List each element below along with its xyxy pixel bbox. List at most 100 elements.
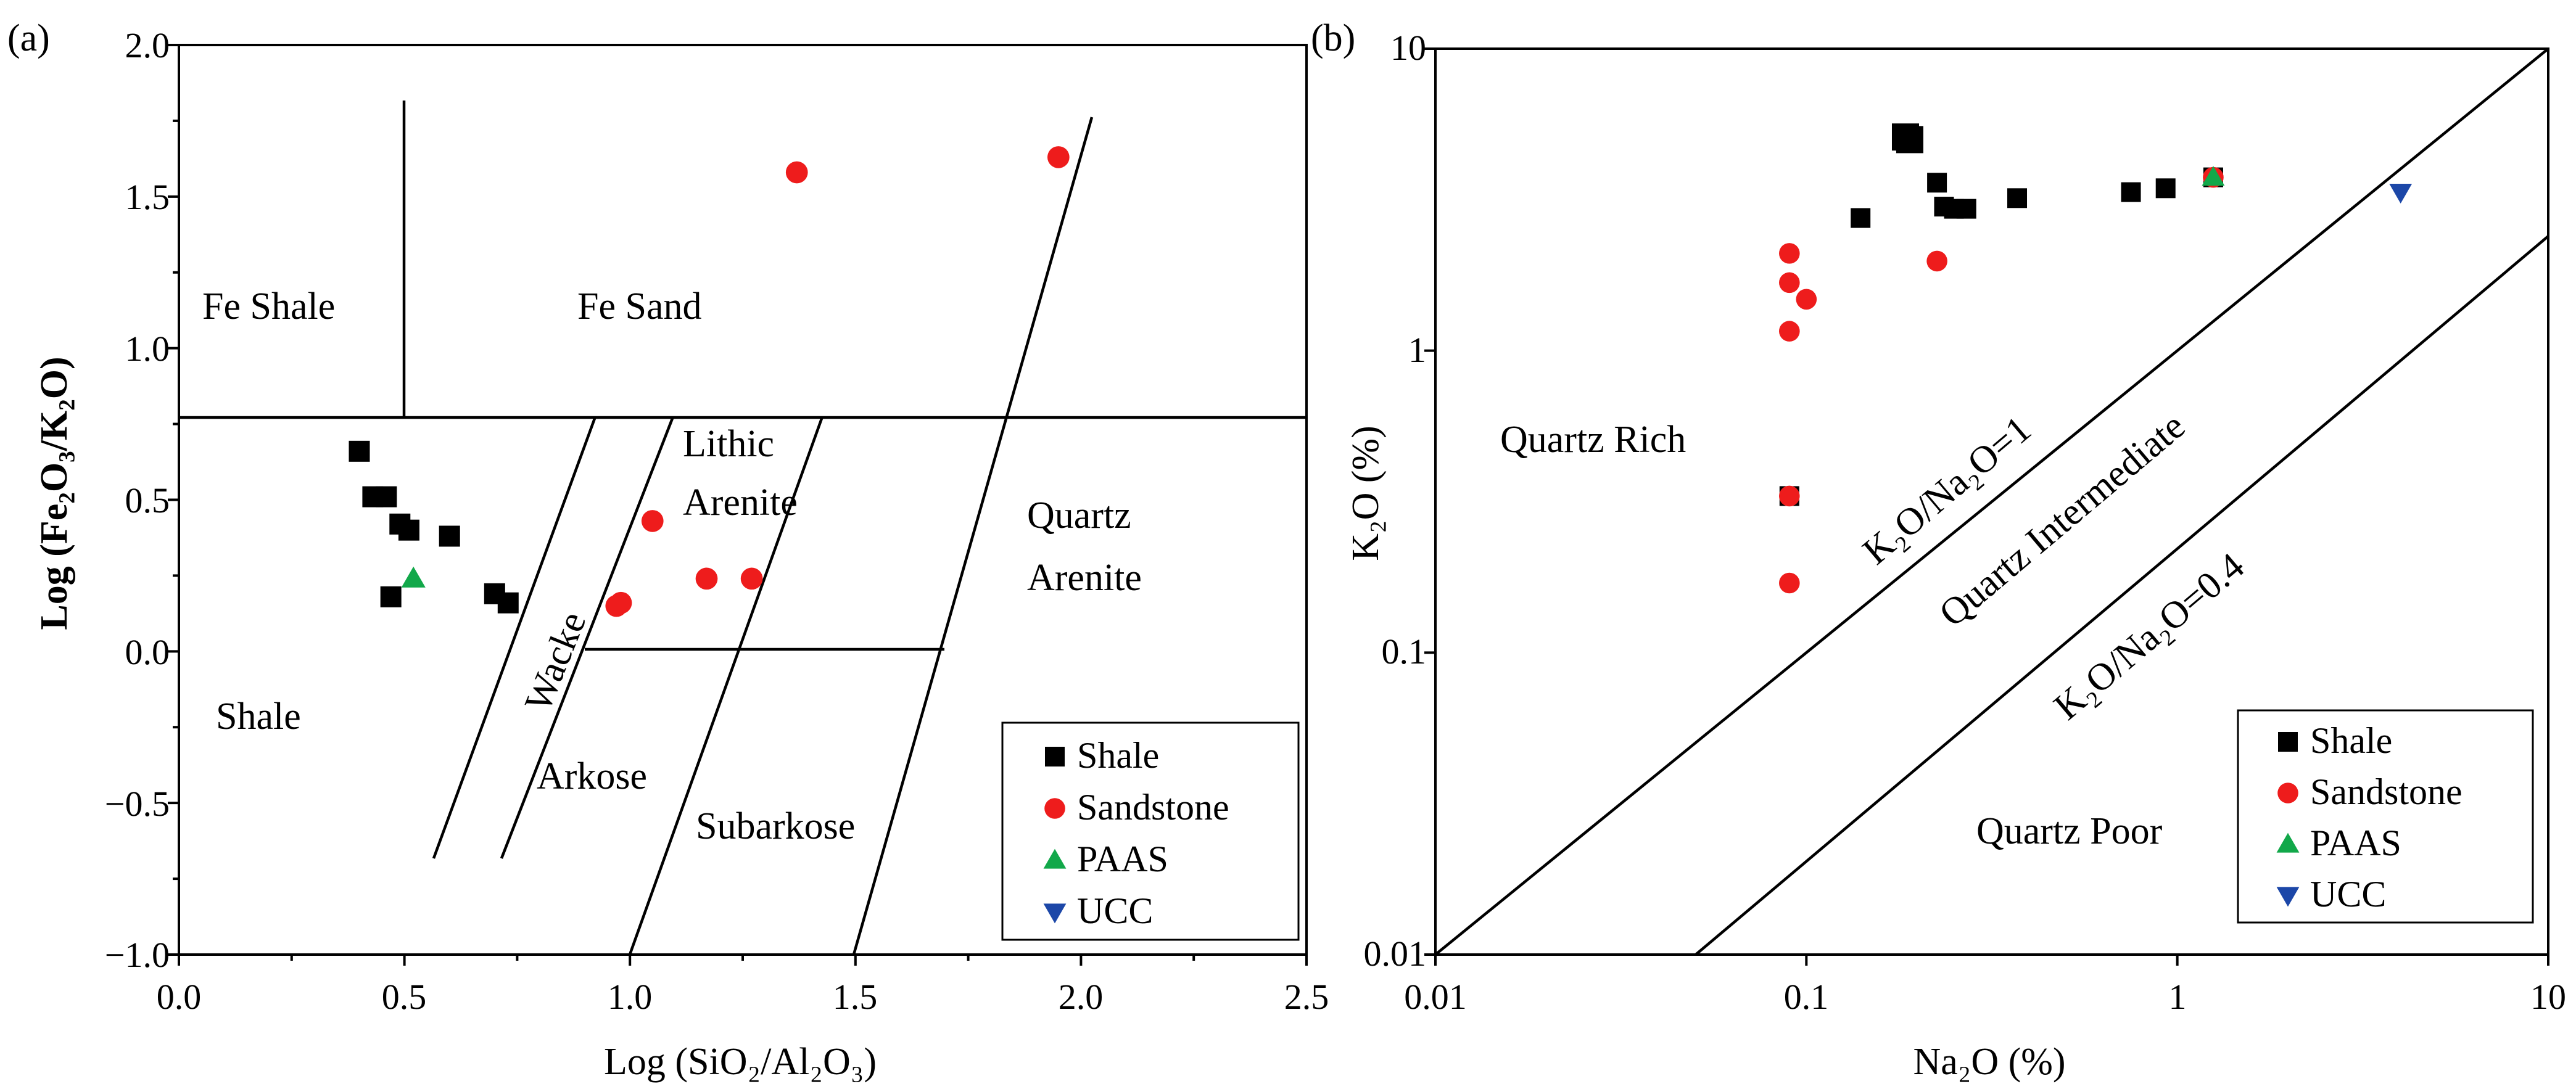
boundary-arkose-subarkose [628,416,824,955]
a-xaxis-title: Log (SiO₂/Al₂O₃) [604,1041,877,1083]
legend-a-ucc: UCC [1077,890,1153,931]
panel-a-label: (a) [7,17,50,59]
legend-b-paas-marker [2276,832,2300,853]
region-wacke: Wacke [517,606,595,717]
panel-b-ticks [1424,47,2549,966]
region-quartz-poor: Quartz Poor [1976,810,2163,852]
legend-b-shale-marker [2278,732,2298,752]
a-point-shale-2 [376,486,397,508]
boundary-ratio-0-4 [1695,235,2549,956]
a-yaxis-title: Log (Fe₂O₃/K₂O) [33,356,75,630]
a-xtick-label-2: 1.0 [608,977,653,1017]
panel-b-legend: Shale Sandstone PAAS UCC [2237,709,2534,924]
b-ytick-label-2: 1 [1408,330,1426,370]
legend-b-sandstone-marker [2277,783,2298,803]
panel-a-boundary-lines [179,101,1307,955]
b-point-paas-0 [2202,166,2225,186]
panel-a-ticks [168,44,1308,966]
panel-a-tick-labels: 0.0 0.5 1.0 1.5 2.0 2.5 −1.0 −0.5 0.0 0.… [105,25,1329,1017]
b-point-sandstone-3 [1779,321,1800,342]
a-point-shale-8 [497,592,519,614]
legend-b-sandstone: Sandstone [2310,771,2462,812]
region-lithic-arenite: Arenite [683,482,798,524]
legend-b-ucc-marker [2276,887,2300,907]
a-ytick-label-5: 1.5 [125,177,170,217]
b-yaxis-title: K₂O (%) [1345,425,1387,561]
legend-a-paas: PAAS [1077,839,1168,879]
b-point-shale-9 [2155,178,2176,199]
a-point-sandstone-4 [609,591,632,614]
a-ytick-label-2: 0.0 [125,632,170,672]
boundary-wacke-arenite [500,416,675,859]
a-ytick-label-6: 2.0 [125,25,170,65]
a-point-sandstone-1 [1047,146,1070,168]
b-ytick-label-3: 10 [1390,28,1426,68]
panel-b-plot-frame [1434,47,2549,956]
panel-a-region-labels: Fe Shale Fe Sand Lithic Arenite Quartz A… [202,286,1142,847]
legend-a-ucc-marker [1043,903,1067,924]
a-point-shale-6 [380,586,402,607]
panel-b-tick-labels: 0.01 0.1 1 10 0.01 0.1 1 10 [1364,28,2567,1017]
panel-b-boundary-lines [1434,47,2549,956]
panel-a-legend: Shale Sandstone PAAS UCC [1001,721,1300,941]
boundary-quartz-arenite [852,117,1094,955]
region-quartz-rich: Quartz Rich [1500,419,1686,461]
a-xtick-label-0: 0.0 [157,977,202,1017]
b-xtick-label-1: 0.1 [1784,977,1829,1017]
boundary-shale-wacke [432,416,597,859]
legend-b-markers [2276,732,2300,907]
legend-a-sandstone: Sandstone [1077,787,1229,828]
a-point-sandstone-5 [695,567,718,590]
b-xtick-label-3: 10 [2530,977,2566,1017]
b-xtick-label-2: 1 [2169,977,2187,1017]
b-ytick-label-0: 0.01 [1364,934,1427,974]
b-point-sandstone-0 [1779,243,1800,264]
b-point-sandstone-4 [1926,250,1947,272]
b-ytick-label-1: 0.1 [1382,631,1427,672]
legend-a-shale: Shale [1077,735,1159,776]
b-point-ucc-0 [2389,183,2413,203]
a-point-shale-0 [349,440,370,462]
legend-b-shale: Shale [2310,720,2392,761]
a-point-shale-4 [398,519,419,541]
a-point-shale-5 [439,525,460,547]
a-ytick-label-0: −1.0 [105,935,170,975]
region-quartz-arenite: Arenite [1027,557,1142,599]
b-point-sandstone-6 [1779,572,1800,594]
a-xtick-label-4: 2.0 [1059,977,1104,1017]
panel-b-data-points [1779,123,2413,594]
panel-b-region-labels: Quartz Rich K₂O/Na₂O=1 Quartz Intermedia… [1500,405,2252,852]
region-lithic: Lithic [683,423,774,465]
b-point-shale-8 [2121,182,2141,202]
panel-b: (b) Quartz Rich K₂O/Na₂O=1 Quartz Interm… [1311,17,2566,1083]
legend-a-sandstone-marker [1044,798,1065,819]
boundary-ratio-1 [1434,47,2549,956]
legend-a-markers [1043,747,1067,924]
a-xtick-label-3: 1.5 [833,977,878,1017]
b-point-shale-0 [1851,208,1871,228]
b-point-sandstone-5 [1779,485,1800,507]
b-point-shale-6 [1956,199,1976,219]
region-shale: Shale [216,696,301,738]
region-fe-shale: Fe Shale [202,286,335,327]
a-point-sandstone-2 [641,510,664,532]
region-arkose: Arkose [537,755,647,797]
b-xaxis-title: Na₂O (%) [1913,1041,2065,1083]
b-point-sandstone-2 [1796,289,1817,310]
a-point-sandstone-0 [785,161,808,184]
a-xtick-label-1: 0.5 [382,977,427,1017]
b-point-shale-2 [1896,126,1923,154]
legend-b-paas: PAAS [2310,823,2401,863]
region-quartz: Quartz [1027,495,1131,536]
b-xtick-label-0: 0.01 [1404,977,1467,1017]
a-point-paas-0 [401,566,426,588]
a-ytick-label-3: 0.5 [125,480,170,520]
panel-b-label: (b) [1311,17,1355,59]
region-fe-sand: Fe Sand [577,286,702,327]
panel-a-data-points [349,146,1070,617]
b-point-sandstone-1 [1779,272,1800,294]
panel-a-plot-frame [178,44,1308,956]
a-ytick-label-4: 1.0 [125,329,170,369]
b-point-shale-3 [1927,173,1947,193]
